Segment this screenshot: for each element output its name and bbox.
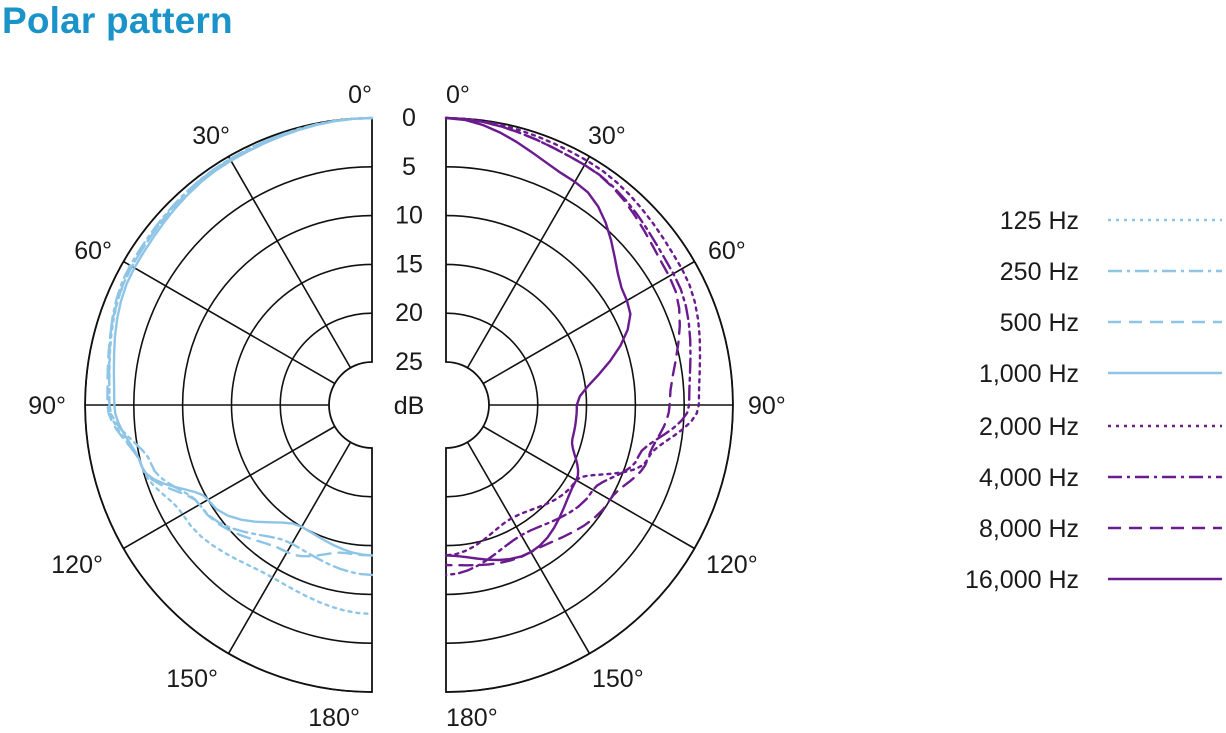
angle-tick-label: 60°: [74, 237, 112, 265]
angle-tick-label: 30°: [588, 122, 626, 150]
grid-spoke: [227, 156, 352, 369]
angle-tick-label: 150°: [592, 665, 644, 693]
polar-labels: 0° 30° 60° 90° 120° 150° 180° 0° 30° 60° 90° 120° 15…: [28, 81, 786, 732]
angle-tick-label: 30°: [192, 122, 230, 150]
radial-tick-label: 20: [395, 299, 423, 327]
series-line-1000hz: [112, 116, 374, 557]
chart-legend: 125 Hz 250 Hz 500 Hz 1,000 Hz 2,000 Hz 4,000 …: [965, 207, 1222, 594]
legend-label: 250 Hz: [1000, 258, 1079, 286]
radial-tick-label: 5: [402, 153, 416, 181]
left-polar-grid: [84, 117, 373, 693]
angle-tick-label: 120°: [706, 551, 758, 579]
legend-label: 4,000 Hz: [979, 464, 1079, 492]
angle-tick-label: 90°: [748, 392, 786, 420]
legend-label: 8,000 Hz: [979, 515, 1079, 543]
radial-tick-label: 15: [395, 250, 423, 278]
angle-tick-label: 180°: [308, 704, 360, 732]
angle-tick-label: 90°: [28, 392, 66, 420]
legend-label: 125 Hz: [1000, 207, 1079, 235]
series-line-2000hz: [444, 116, 702, 557]
legend-label: 16,000 Hz: [965, 566, 1079, 594]
grid-spoke: [227, 441, 352, 654]
page-title: Polar pattern: [2, 0, 233, 41]
radial-unit-label: dB: [394, 392, 425, 420]
grid-spoke: [466, 156, 591, 369]
radial-tick-label: 0: [402, 104, 416, 132]
angle-tick-label: 60°: [708, 237, 746, 265]
grid-spoke: [482, 425, 695, 550]
grid-spoke: [123, 425, 336, 550]
legend-label: 2,000 Hz: [979, 413, 1079, 441]
legend-label: 500 Hz: [1000, 309, 1079, 337]
angle-tick-label: 0°: [348, 81, 372, 109]
angle-tick-label: 180°: [446, 704, 498, 732]
grid-spoke: [466, 441, 591, 654]
grid-spoke: [482, 260, 695, 385]
angle-tick-label: 0°: [446, 81, 470, 109]
series-line-8000hz: [444, 116, 682, 567]
grid-spoke: [123, 260, 336, 385]
polar-curves: [106, 116, 702, 616]
radial-tick-label: 10: [395, 202, 423, 230]
series-line-16000hz: [444, 116, 632, 562]
legend-label: 1,000 Hz: [979, 360, 1079, 388]
radial-tick-label: 25: [395, 348, 423, 376]
angle-tick-label: 150°: [166, 665, 218, 693]
angle-tick-label: 120°: [51, 551, 103, 579]
